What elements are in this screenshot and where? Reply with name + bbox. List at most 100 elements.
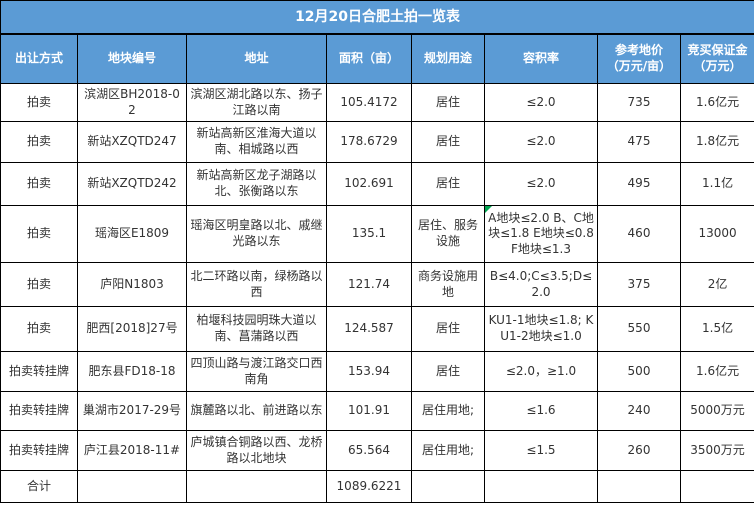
planned-use-cell: 居住 — [411, 351, 485, 392]
address-cell: 新站高新区淮海大道以南、相城路以西 — [186, 121, 327, 163]
cell-flag-triangle-icon — [485, 206, 492, 213]
bid-deposit-cell: 2亿 — [679, 262, 754, 307]
bid-deposit-cell: 13000 — [679, 205, 754, 263]
plot-id-cell: 瑶海区E1809 — [77, 205, 187, 263]
planned-use-cell: 居住 — [411, 121, 485, 163]
plot-id-cell: 巢湖市2017-29号 — [77, 391, 187, 431]
address-cell: 旗麓路以北、前进路以东 — [186, 391, 327, 431]
floor-area-ratio-cell: ≤2.0 — [484, 121, 598, 163]
transfer-method-cell: 拍卖 — [0, 83, 78, 122]
floor-area-ratio-cell: ≤1.5 — [484, 430, 598, 471]
hefei-land-auction-table: 12月20日合肥土拍一览表 出让方式 地块编号 地址 面积（亩） 规划用途 容积… — [0, 0, 754, 503]
area-cell: 124.587 — [326, 306, 412, 352]
total-plot-id-cell — [77, 470, 187, 503]
planned-use-cell: 居住 — [411, 83, 485, 122]
table-row: 拍卖 新站XZQTD242 新站高新区龙子湖路以北、张衡路以东 102.691 … — [0, 162, 754, 206]
transfer-method-cell: 拍卖转挂牌 — [0, 430, 78, 471]
plot-id-cell: 肥西[2018]27号 — [77, 306, 187, 352]
table-title: 12月20日合肥土拍一览表 — [0, 0, 754, 35]
header-transfer-method: 出让方式 — [0, 33, 78, 84]
bid-deposit-cell: 1.6亿元 — [679, 351, 754, 392]
header-floor-area-ratio: 容积率 — [484, 33, 598, 84]
header-bid-deposit: 竞买保证金 （万元） — [679, 33, 754, 84]
reference-price-cell: 475 — [597, 121, 681, 163]
reference-price-cell: 460 — [597, 205, 681, 263]
area-cell: 65.564 — [326, 430, 412, 471]
area-cell: 101.91 — [326, 391, 412, 431]
table-row: 拍卖 滨湖区BH2018-02 滨湖区湖北路以东、扬子江路以南 105.4172… — [0, 83, 754, 122]
address-cell: 北二环路以南，绿杨路以西 — [186, 262, 327, 307]
table-row: 拍卖 新站XZQTD247 新站高新区淮海大道以南、相城路以西 178.6729… — [0, 121, 754, 163]
area-cell: 105.4172 — [326, 83, 412, 122]
floor-area-ratio-text: A地块≤2.0 B、C地块≤1.8 E地块≤0.8 F地块≤1.3 — [488, 210, 594, 256]
total-bid-deposit-cell — [679, 470, 754, 503]
header-reference-price: 参考地价 （万元/亩） — [597, 33, 681, 84]
table-row: 拍卖转挂牌 肥东县FD18-18 四顶山路与渡江路交口西南角 153.94 居住… — [0, 351, 754, 392]
planned-use-cell: 居住、服务设施 — [411, 205, 485, 263]
floor-area-ratio-cell: KU1-1地块≤1.8; KU1-2地块≤1.0 — [484, 306, 598, 352]
total-row: 合计 1089.6221 — [0, 470, 754, 503]
bid-deposit-cell: 1.5亿 — [679, 306, 754, 352]
header-area: 面积（亩） — [326, 33, 412, 84]
table-title-row: 12月20日合肥土拍一览表 — [0, 0, 754, 35]
transfer-method-cell: 拍卖 — [0, 205, 78, 263]
table-row: 拍卖转挂牌 庐江县2018-11# 庐城镇合铜路以西、龙桥路以北地块 65.56… — [0, 430, 754, 471]
bid-deposit-cell: 1.8亿元 — [679, 121, 754, 163]
planned-use-cell: 居住用地; — [411, 391, 485, 431]
transfer-method-cell: 拍卖 — [0, 121, 78, 163]
address-cell: 滨湖区湖北路以东、扬子江路以南 — [186, 83, 327, 122]
floor-area-ratio-cell: ≤2.0，≥1.0 — [484, 351, 598, 392]
bid-deposit-cell: 1.6亿元 — [679, 83, 754, 122]
header-planned-use: 规划用途 — [411, 33, 485, 84]
reference-price-cell: 735 — [597, 83, 681, 122]
table-row: 拍卖转挂牌 巢湖市2017-29号 旗麓路以北、前进路以东 101.91 居住用… — [0, 391, 754, 431]
floor-area-ratio-cell: A地块≤2.0 B、C地块≤1.8 E地块≤0.8 F地块≤1.3 — [484, 205, 598, 263]
total-address-cell — [186, 470, 327, 503]
table-header-row: 出让方式 地块编号 地址 面积（亩） 规划用途 容积率 参考地价 （万元/亩） … — [0, 33, 754, 84]
plot-id-cell: 滨湖区BH2018-02 — [77, 83, 187, 122]
transfer-method-cell: 拍卖 — [0, 306, 78, 352]
reference-price-cell: 495 — [597, 162, 681, 206]
total-planned-use-cell — [411, 470, 485, 503]
table-row: 拍卖 庐阳N1803 北二环路以南，绿杨路以西 121.74 商务设施用地 B≤… — [0, 262, 754, 307]
address-cell: 庐城镇合铜路以西、龙桥路以北地块 — [186, 430, 327, 471]
plot-id-cell: 肥东县FD18-18 — [77, 351, 187, 392]
total-area-cell: 1089.6221 — [326, 470, 412, 503]
table-row: 拍卖 肥西[2018]27号 柏堰科技园明珠大道以南、菖蒲路以西 124.587… — [0, 306, 754, 352]
bid-deposit-cell: 1.1亿 — [679, 162, 754, 206]
area-cell: 102.691 — [326, 162, 412, 206]
plot-id-cell: 庐江县2018-11# — [77, 430, 187, 471]
transfer-method-cell: 拍卖转挂牌 — [0, 391, 78, 431]
address-cell: 四顶山路与渡江路交口西南角 — [186, 351, 327, 392]
transfer-method-cell: 拍卖转挂牌 — [0, 351, 78, 392]
planned-use-cell: 居住用地; — [411, 430, 485, 471]
transfer-method-cell: 拍卖 — [0, 162, 78, 206]
table-row: 拍卖 瑶海区E1809 瑶海区明皇路以北、戚继光路以东 135.1 居住、服务设… — [0, 205, 754, 263]
floor-area-ratio-cell: ≤2.0 — [484, 83, 598, 122]
address-cell: 柏堰科技园明珠大道以南、菖蒲路以西 — [186, 306, 327, 352]
header-plot-id: 地块编号 — [77, 33, 187, 84]
bid-deposit-cell: 5000万元 — [679, 391, 754, 431]
plot-id-cell: 新站XZQTD247 — [77, 121, 187, 163]
area-cell: 135.1 — [326, 205, 412, 263]
planned-use-cell: 居住 — [411, 162, 485, 206]
reference-price-cell: 500 — [597, 351, 681, 392]
floor-area-ratio-cell: ≤2.0 — [484, 162, 598, 206]
reference-price-cell: 550 — [597, 306, 681, 352]
plot-id-cell: 新站XZQTD242 — [77, 162, 187, 206]
reference-price-cell: 375 — [597, 262, 681, 307]
reference-price-cell: 260 — [597, 430, 681, 471]
total-reference-price-cell — [597, 470, 681, 503]
bid-deposit-cell: 3500万元 — [679, 430, 754, 471]
area-cell: 178.6729 — [326, 121, 412, 163]
header-address: 地址 — [186, 33, 327, 84]
floor-area-ratio-cell: ≤1.6 — [484, 391, 598, 431]
planned-use-cell: 居住 — [411, 306, 485, 352]
transfer-method-cell: 拍卖 — [0, 262, 78, 307]
floor-area-ratio-cell: B≤4.0;C≤3.5;D≤2.0 — [484, 262, 598, 307]
area-cell: 121.74 — [326, 262, 412, 307]
address-cell: 新站高新区龙子湖路以北、张衡路以东 — [186, 162, 327, 206]
planned-use-cell: 商务设施用地 — [411, 262, 485, 307]
address-cell: 瑶海区明皇路以北、戚继光路以东 — [186, 205, 327, 263]
plot-id-cell: 庐阳N1803 — [77, 262, 187, 307]
